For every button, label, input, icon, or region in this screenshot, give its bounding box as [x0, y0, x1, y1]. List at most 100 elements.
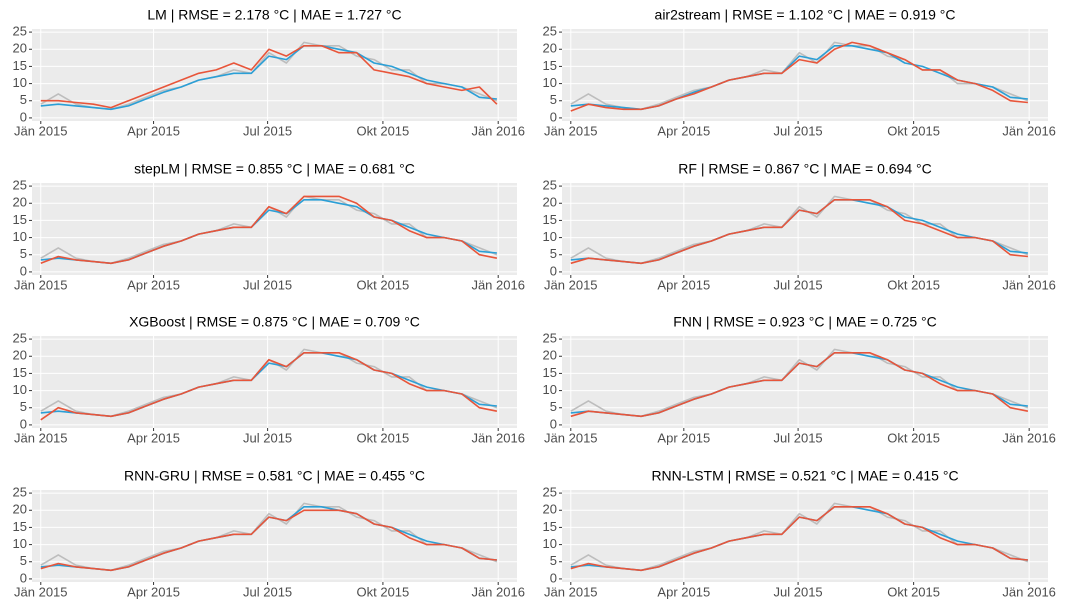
x-tick-label: Okt 2015: [357, 123, 410, 138]
y-tick-label: 25: [13, 485, 27, 500]
series-line: [40, 509, 497, 572]
x-tick-label: Okt 2015: [887, 123, 940, 138]
y-tick-label: 10: [543, 229, 557, 244]
y-tick-label: 10: [13, 229, 27, 244]
series-line: [40, 195, 498, 265]
y-tick-label: 0: [550, 109, 557, 124]
y-tick-label: 15: [13, 519, 27, 534]
x-tick-label: Okt 2015: [357, 584, 410, 599]
x-tick-label: Jul 2015: [243, 277, 292, 292]
y-tick-label: 20: [543, 348, 557, 363]
x-tick-label: Apr 2015: [657, 123, 710, 138]
y-tick-label: 0: [20, 263, 27, 278]
x-tick-label: Jän 2016: [471, 277, 525, 292]
x-tick-label: Jul 2015: [243, 430, 292, 445]
y-tick-label: 0: [550, 263, 557, 278]
series-line: [570, 506, 1028, 572]
x-tick-label: Apr 2015: [657, 430, 710, 445]
y-tick-label: 25: [543, 485, 557, 500]
series-line: [40, 45, 497, 111]
chart-title: air2stream | RMSE = 1.102 °C | MAE = 0.9…: [655, 7, 956, 23]
x-tick-label: Jul 2015: [774, 123, 823, 138]
y-tick-label: 5: [20, 553, 27, 568]
y-tick-label: 20: [13, 41, 27, 56]
x-tick-label: Jän 2015: [14, 123, 68, 138]
y-tick-label: 20: [13, 502, 27, 517]
plot-background: [32, 183, 517, 275]
x-tick-label: Jän 2015: [14, 277, 68, 292]
series-line: [570, 352, 1029, 418]
plot-background: [562, 490, 1048, 582]
chart-title: RF | RMSE = 0.867 °C | MAE = 0.694 °C: [678, 161, 931, 177]
x-tick-label: Jul 2015: [774, 584, 823, 599]
plot-background: [562, 183, 1048, 275]
series-line: [40, 352, 498, 421]
y-tick-label: 0: [20, 416, 27, 431]
y-tick-label: 15: [543, 519, 557, 534]
y-tick-label: 25: [13, 178, 27, 193]
y-tick-label: 5: [20, 92, 27, 107]
x-tick-label: Apr 2015: [657, 277, 710, 292]
x-tick-label: Jän 2016: [471, 430, 525, 445]
y-tick-label: 5: [550, 399, 557, 414]
x-tick-label: Jän 2015: [14, 430, 68, 445]
plot-background: [32, 336, 517, 428]
x-tick-label: Okt 2015: [357, 277, 410, 292]
y-tick-label: 0: [20, 109, 27, 124]
x-tick-label: Jän 2015: [544, 277, 598, 292]
y-tick-label: 5: [550, 246, 557, 261]
chart-title: stepLM | RMSE = 0.855 °C | MAE = 0.681 °…: [134, 161, 415, 177]
y-tick-label: 25: [13, 24, 27, 39]
y-tick-label: 10: [543, 75, 557, 90]
x-tick-label: Jul 2015: [774, 430, 823, 445]
x-tick-label: Jän 2016: [1002, 584, 1056, 599]
series-line: [570, 199, 1028, 265]
x-tick-label: Jul 2015: [243, 584, 292, 599]
y-tick-label: 15: [13, 365, 27, 380]
y-tick-label: 20: [543, 502, 557, 517]
x-tick-label: Apr 2015: [127, 430, 180, 445]
chart-title: LM | RMSE = 2.178 °C | MAE = 1.727 °C: [147, 7, 401, 23]
x-tick-label: Okt 2015: [357, 430, 410, 445]
x-tick-label: Okt 2015: [887, 277, 940, 292]
plot-background: [32, 29, 517, 121]
x-tick-label: Jän 2016: [471, 584, 525, 599]
y-tick-label: 10: [13, 536, 27, 551]
y-tick-label: 15: [13, 212, 27, 227]
y-tick-label: 15: [543, 58, 557, 73]
y-tick-label: 5: [20, 246, 27, 261]
y-tick-label: 10: [13, 75, 27, 90]
chart-title: FNN | RMSE = 0.923 °C | MAE = 0.725 °C: [673, 314, 937, 330]
chart-title: RNN-GRU | RMSE = 0.581 °C | MAE = 0.455 …: [124, 468, 425, 484]
x-tick-label: Apr 2015: [127, 123, 180, 138]
series-line: [570, 41, 1028, 112]
y-tick-label: 5: [550, 553, 557, 568]
x-tick-label: Okt 2015: [887, 430, 940, 445]
y-tick-label: 10: [543, 536, 557, 551]
plot-background: [562, 29, 1048, 121]
y-tick-label: 20: [543, 41, 557, 56]
x-tick-label: Jän 2015: [544, 430, 598, 445]
x-tick-label: Jul 2015: [774, 277, 823, 292]
x-tick-label: Apr 2015: [127, 584, 180, 599]
y-tick-label: 25: [543, 178, 557, 193]
chart-title: RNN-LSTM | RMSE = 0.521 °C | MAE = 0.415…: [651, 468, 958, 484]
y-tick-label: 0: [550, 570, 557, 585]
series-line: [40, 45, 498, 109]
x-tick-label: Jän 2016: [1002, 430, 1056, 445]
y-tick-label: 25: [543, 331, 557, 346]
x-tick-label: Jän 2016: [471, 123, 525, 138]
x-tick-label: Okt 2015: [887, 584, 940, 599]
y-tick-label: 20: [13, 195, 27, 210]
x-tick-label: Jän 2015: [14, 584, 68, 599]
y-tick-label: 15: [13, 58, 27, 73]
y-tick-label: 20: [13, 348, 27, 363]
y-tick-label: 10: [543, 382, 557, 397]
chart-title: XGBoost | RMSE = 0.875 °C | MAE = 0.709 …: [129, 314, 420, 330]
y-tick-label: 15: [543, 212, 557, 227]
plot-background: [562, 336, 1048, 428]
x-tick-label: Jän 2015: [544, 584, 598, 599]
y-tick-label: 10: [13, 382, 27, 397]
